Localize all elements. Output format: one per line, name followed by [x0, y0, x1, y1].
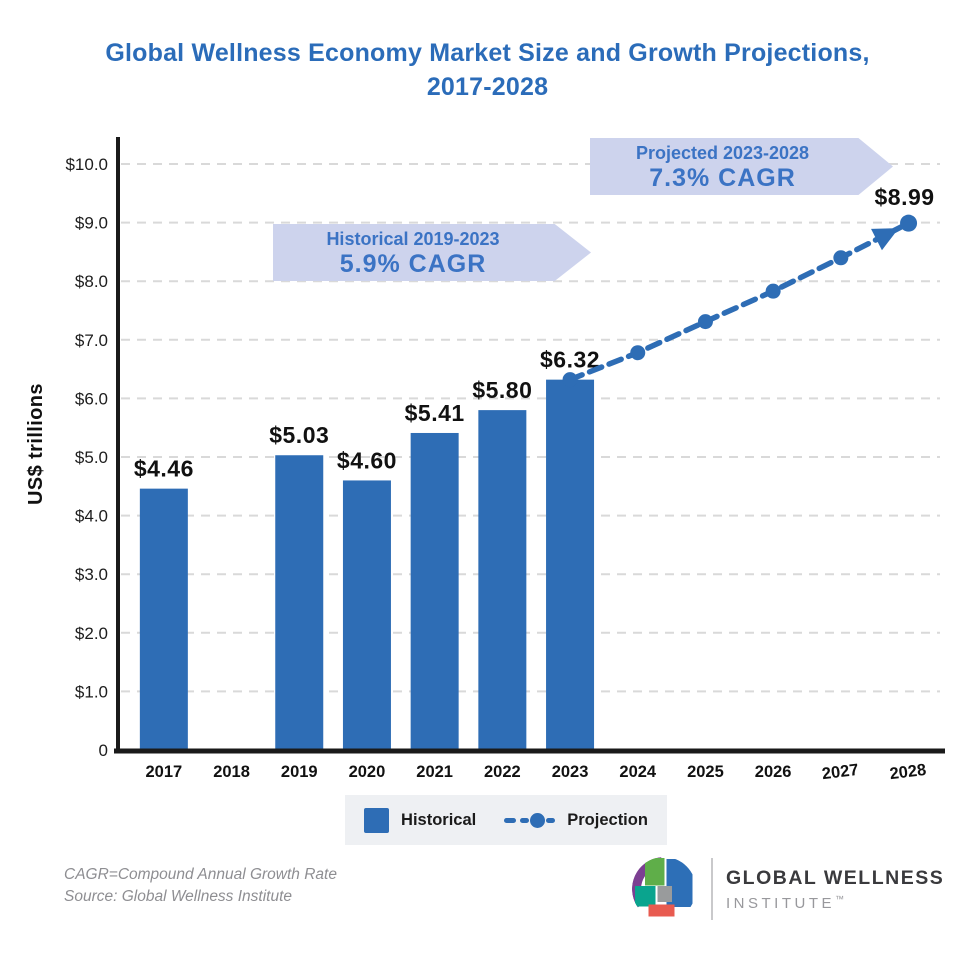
bar-value-label-2020: $4.60 — [337, 447, 397, 473]
y-tick-0: 0 — [99, 741, 108, 760]
bar-value-label-2023: $6.32 — [540, 347, 600, 373]
historical-banner-cagr: 5.9% CAGR — [339, 249, 487, 278]
x-tick-2023: 2023 — [552, 763, 589, 781]
projected-cagr-banner: Projected 2023-2028 7.3% CAGR — [590, 138, 893, 195]
logo-name: GLOBAL WELLNESS — [726, 866, 945, 889]
projection-arrowhead-icon — [871, 228, 899, 251]
dot-icon — [530, 812, 546, 828]
y-tick-6: $6.0 — [75, 389, 108, 408]
chart-title: Global Wellness Economy Market Size and … — [0, 36, 975, 104]
y-tick-2: $2.0 — [75, 624, 108, 643]
bar-2023 — [546, 379, 595, 752]
y-tick-1: $1.0 — [75, 682, 108, 701]
projected-banner-cagr: 7.3% CAGR — [649, 163, 796, 192]
gwi-logo-mark-icon — [632, 857, 693, 917]
dash-icon — [520, 817, 530, 823]
bar-2017 — [139, 488, 188, 752]
bar-value-label-2021: $5.41 — [405, 400, 465, 426]
x-tick-2026: 2026 — [755, 763, 792, 781]
bar-value-label-2019: $5.03 — [269, 422, 329, 448]
logo-subname: INSTITUTE™ — [726, 893, 844, 912]
x-tick-2022: 2022 — [484, 763, 521, 781]
historical-banner-label: Historical 2019-2023 — [326, 228, 500, 249]
bar-2019 — [275, 455, 324, 752]
trademark-symbol: ™ — [835, 893, 844, 904]
legend: Historical Projection — [345, 795, 667, 845]
y-axis-title: US$ trillions — [25, 383, 47, 505]
y-tick-5: $5.0 — [75, 448, 108, 467]
projection-line — [567, 220, 912, 383]
x-tick-2027: 2027 — [821, 761, 860, 783]
x-tick-2019: 2019 — [281, 763, 318, 781]
projection-end-label: $8.99 — [875, 184, 935, 210]
chart-title-line1: Global Wellness Economy Market Size and … — [105, 39, 870, 67]
footnote-source: Source: Global Wellness Institute — [64, 888, 293, 905]
projection-dot-2025 — [697, 314, 713, 330]
dash-icon — [546, 817, 556, 823]
bar-2021 — [410, 432, 459, 752]
dash-icon — [504, 817, 517, 823]
x-tick-2025: 2025 — [687, 763, 724, 781]
legend-projection-label: Projection — [567, 810, 648, 829]
y-tick-9: $9.0 — [75, 214, 108, 233]
footnote-cagr-definition: CAGR=Compound Annual Growth Rate — [64, 866, 337, 883]
x-tick-2020: 2020 — [349, 763, 386, 781]
projection-dot-2028 — [900, 214, 918, 232]
logo-text: GLOBAL WELLNESS INSTITUTE™ — [726, 867, 944, 912]
projection-dot-2024 — [630, 345, 646, 361]
x-tick-2021: 2021 — [416, 763, 453, 781]
y-tick-10: $10.0 — [65, 155, 108, 174]
chart-title-line2: 2017-2028 — [426, 73, 549, 101]
y-tick-4: $4.0 — [75, 507, 108, 526]
projection-dot-2026 — [765, 283, 781, 299]
footnotes: CAGR=Compound Annual Growth Rate Source:… — [64, 864, 337, 908]
projection-dot-2027 — [833, 250, 849, 266]
projection-line-icon — [504, 812, 556, 828]
x-tick-2024: 2024 — [619, 763, 657, 781]
historical-swatch-icon — [364, 807, 390, 833]
legend-historical-label: Historical — [401, 810, 477, 829]
bar-2020 — [342, 480, 391, 752]
logo-divider — [711, 858, 713, 920]
y-tick-3: $3.0 — [75, 565, 108, 584]
y-tick-7: $7.0 — [75, 331, 108, 350]
x-tick-2017: 2017 — [145, 763, 182, 781]
gwi-logo: GLOBAL WELLNESS INSTITUTE™ — [630, 855, 944, 923]
y-tick-8: $8.0 — [75, 272, 108, 291]
projection-dot-2023 — [562, 372, 578, 388]
projected-banner-label: Projected 2023-2028 — [635, 142, 810, 163]
bar-value-label-2017: $4.46 — [134, 456, 194, 482]
bar-2022 — [478, 410, 527, 752]
historical-cagr-banner: Historical 2019-2023 5.9% CAGR — [273, 224, 591, 281]
bar-value-label-2022: $5.80 — [472, 377, 532, 403]
x-tick-2018: 2018 — [213, 763, 250, 781]
x-tick-2028: 2028 — [889, 761, 928, 783]
